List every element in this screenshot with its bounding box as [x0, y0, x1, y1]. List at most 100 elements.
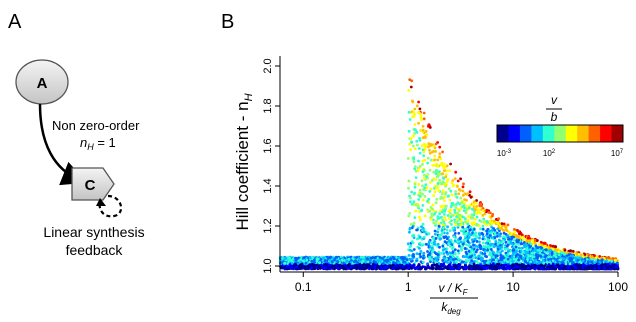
data-point — [463, 192, 467, 196]
data-point — [540, 267, 543, 270]
data-point — [421, 184, 424, 188]
data-point — [424, 130, 428, 133]
data-point — [410, 202, 414, 206]
data-point — [574, 256, 577, 260]
data-point — [411, 100, 415, 104]
data-point — [464, 259, 468, 262]
data-point — [457, 251, 461, 255]
data-point — [414, 176, 418, 180]
data-point — [517, 234, 520, 238]
data-point — [451, 214, 455, 217]
data-point — [519, 266, 523, 269]
data-point — [323, 262, 326, 266]
data-point — [501, 249, 504, 253]
data-point — [441, 259, 445, 262]
data-point — [480, 267, 484, 271]
data-point — [445, 237, 449, 241]
data-point — [412, 200, 416, 204]
data-point — [450, 223, 453, 226]
data-point — [547, 246, 551, 250]
data-point — [454, 223, 458, 227]
data-point — [417, 147, 421, 150]
data-point — [392, 267, 395, 270]
data-point — [430, 255, 434, 259]
data-point — [470, 259, 474, 262]
data-point — [407, 266, 411, 269]
data-point — [412, 110, 416, 114]
node-c-label: C — [85, 177, 96, 194]
data-point — [449, 162, 452, 166]
data-point — [463, 247, 467, 251]
data-point — [443, 182, 447, 186]
data-point — [498, 223, 502, 227]
data-point — [488, 258, 492, 262]
caption-line1: Linear synthesis — [43, 224, 144, 240]
data-point — [431, 150, 434, 154]
data-point — [510, 256, 514, 259]
data-point — [431, 246, 434, 250]
data-point — [422, 150, 426, 154]
data-point — [515, 249, 518, 253]
data-point — [489, 243, 493, 246]
data-point — [512, 248, 516, 252]
data-point — [487, 211, 491, 214]
data-point — [288, 263, 292, 266]
data-point — [502, 222, 506, 226]
data-point — [344, 267, 347, 271]
data-point — [418, 247, 421, 250]
data-point — [378, 262, 381, 266]
data-point — [477, 257, 481, 260]
data-point — [394, 261, 397, 265]
data-point — [392, 261, 395, 264]
data-point — [453, 248, 457, 252]
data-point — [441, 189, 445, 193]
data-point — [514, 259, 518, 263]
self-feedback-arrowhead — [96, 198, 106, 206]
data-point — [414, 209, 418, 213]
data-point — [421, 204, 425, 207]
data-point — [408, 263, 412, 266]
data-point — [511, 254, 514, 257]
data-point — [416, 228, 419, 232]
data-point — [483, 221, 486, 225]
data-point — [442, 166, 446, 170]
panel-b-chart: B Hill coefficient - nH 1.01.21.41.61.82… — [221, 11, 628, 316]
data-point — [433, 251, 437, 254]
data-point — [499, 251, 502, 255]
data-point — [308, 256, 312, 259]
data-point — [475, 240, 479, 243]
data-point — [486, 261, 489, 265]
data-point — [460, 223, 463, 227]
data-point — [454, 192, 458, 196]
data-point — [407, 179, 411, 183]
data-point — [583, 267, 587, 271]
data-point — [475, 223, 479, 227]
data-point — [485, 229, 489, 233]
data-point — [434, 237, 438, 240]
data-point — [481, 224, 485, 228]
data-point — [598, 255, 602, 258]
data-point — [420, 144, 424, 148]
data-point — [506, 247, 510, 251]
data-point — [431, 203, 435, 207]
data-point — [428, 255, 431, 259]
panel-b-label: B — [221, 11, 234, 33]
data-point — [547, 265, 551, 269]
data-point — [408, 194, 411, 198]
data-point — [571, 261, 575, 264]
data-point — [415, 139, 419, 143]
data-point — [417, 100, 420, 104]
data-point — [514, 267, 517, 271]
data-point — [607, 265, 611, 268]
data-point — [435, 219, 438, 223]
data-point — [447, 217, 451, 220]
data-point — [543, 244, 547, 248]
data-point — [512, 257, 516, 261]
data-point — [450, 267, 454, 271]
data-point — [376, 259, 379, 263]
data-point — [320, 263, 323, 267]
edge-label-line1: Non zero-order — [52, 118, 140, 133]
data-point — [426, 200, 429, 203]
data-point — [490, 225, 493, 229]
data-point — [603, 267, 606, 271]
